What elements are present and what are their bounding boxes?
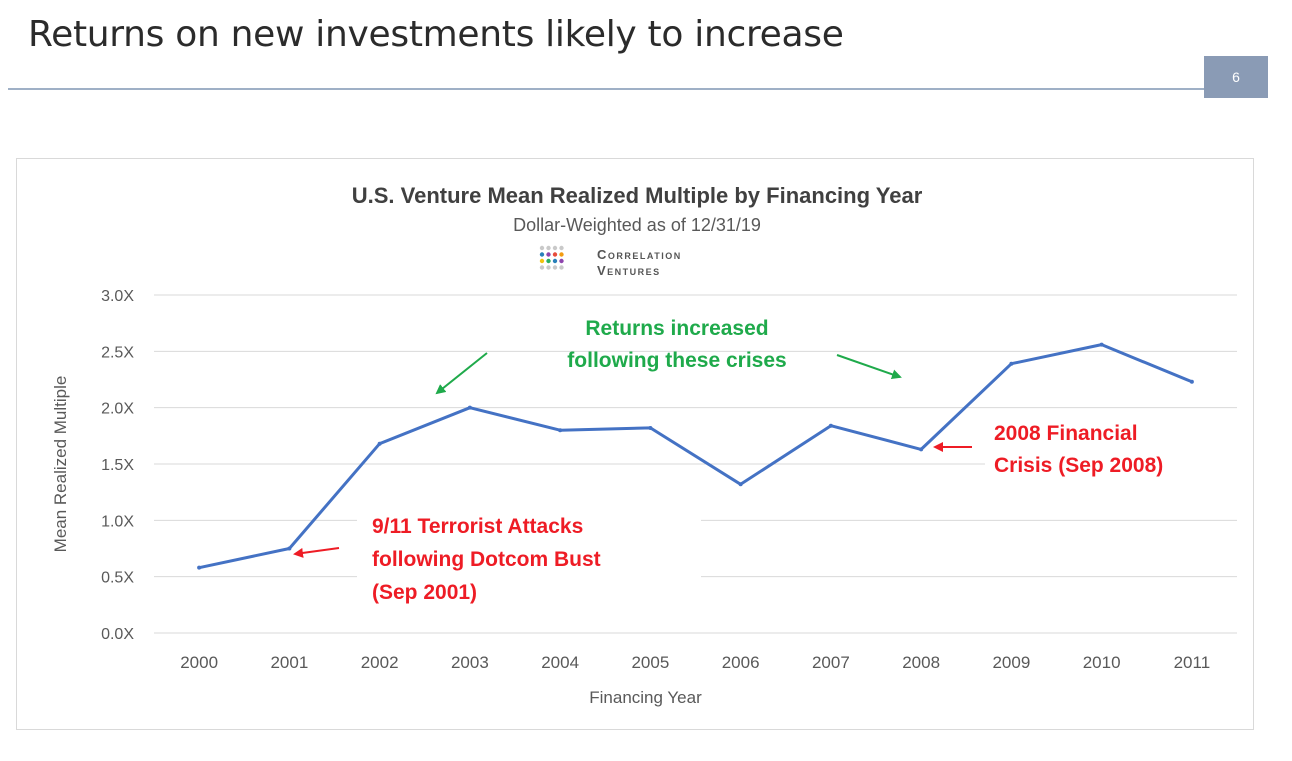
line-chart: 0.0X 0.5X 1.0X 1.5X 2.0X 2.5X 3.0X 2000 2001 2002… bbox=[51, 183, 1237, 707]
logo-dot bbox=[559, 245, 564, 251]
y-tick-label: 3.0X bbox=[101, 288, 134, 305]
data-point bbox=[828, 423, 833, 428]
data-point bbox=[648, 425, 653, 430]
data-point bbox=[197, 565, 202, 570]
x-tick-label: 2004 bbox=[541, 653, 579, 672]
x-tick-label: 2006 bbox=[722, 653, 760, 672]
annotation-green-line2: following these crises bbox=[567, 349, 786, 372]
annotation-2001-line2: following Dotcom Bust bbox=[372, 548, 601, 571]
x-tick-label: 2007 bbox=[812, 653, 850, 672]
logo-dot bbox=[559, 252, 564, 257]
logo-dot bbox=[552, 252, 558, 257]
chart-title: U.S. Venture Mean Realized Multiple by F… bbox=[352, 183, 923, 208]
data-point bbox=[467, 405, 472, 410]
logo-dot bbox=[546, 252, 551, 257]
page-number: 6 bbox=[1204, 56, 1268, 98]
annotation-green-line1: Returns increased bbox=[585, 317, 768, 340]
data-point bbox=[919, 447, 924, 452]
chart-frame: 0.0X 0.5X 1.0X 1.5X 2.0X 2.5X 3.0X 2000 2001 2002… bbox=[16, 158, 1254, 730]
data-point bbox=[558, 428, 563, 433]
x-tick-label: 2003 bbox=[451, 653, 489, 672]
logo-dot bbox=[552, 245, 558, 251]
logo-dot bbox=[552, 258, 558, 264]
data-point bbox=[287, 546, 292, 551]
y-tick-label: 1.0X bbox=[101, 513, 134, 530]
logo-dot bbox=[559, 258, 564, 264]
logo-dot bbox=[539, 245, 545, 251]
logo-dot bbox=[546, 265, 551, 270]
data-point bbox=[1099, 342, 1104, 347]
annotation-2008-line1: 2008 Financial bbox=[994, 422, 1138, 445]
annotation-green-arrow-right bbox=[836, 354, 902, 380]
annotation-2008-line2: Crisis (Sep 2008) bbox=[994, 454, 1163, 477]
data-point bbox=[1189, 379, 1194, 384]
x-tick-label: 2002 bbox=[361, 653, 399, 672]
y-tick-label: 2.0X bbox=[101, 401, 134, 418]
annotation-2001-backdrop bbox=[357, 509, 701, 615]
data-point bbox=[738, 482, 743, 487]
data-point bbox=[377, 441, 382, 446]
slide-title: Returns on new investments likely to inc… bbox=[28, 14, 844, 55]
logo-dot bbox=[559, 265, 564, 270]
annotation-2001-arrow bbox=[293, 547, 340, 558]
x-tick-label: 2000 bbox=[180, 653, 218, 672]
data-point bbox=[1009, 361, 1014, 366]
logo-dot bbox=[546, 258, 551, 264]
x-tick-label: 2009 bbox=[992, 653, 1030, 672]
x-tick-label: 2001 bbox=[270, 653, 308, 672]
x-tick-label: 2011 bbox=[1174, 653, 1211, 672]
y-tick-label: 0.0X bbox=[101, 626, 134, 643]
logo-dot bbox=[539, 252, 545, 257]
logo-line1: Correlation bbox=[597, 247, 682, 262]
x-tick-label: 2005 bbox=[631, 653, 669, 672]
title-divider bbox=[8, 88, 1204, 90]
y-tick-label: 2.5X bbox=[101, 344, 134, 361]
annotation-2008-backdrop bbox=[985, 412, 1237, 482]
logo-dot bbox=[546, 245, 551, 251]
annotation-2001-line1: 9/11 Terrorist Attacks bbox=[372, 515, 583, 538]
logo-line2: Ventures bbox=[597, 263, 661, 278]
y-tick-label: 1.5X bbox=[101, 457, 134, 474]
annotation-green-arrow-left bbox=[435, 352, 488, 395]
x-tick-label: 2008 bbox=[902, 653, 940, 672]
logo-dot bbox=[539, 258, 545, 264]
x-tick-label: 2010 bbox=[1083, 653, 1121, 672]
y-tick-label: 0.5X bbox=[101, 570, 134, 587]
logo-dot bbox=[552, 265, 558, 270]
x-axis-label: Financing Year bbox=[589, 688, 702, 707]
logo-dot bbox=[539, 265, 545, 270]
series-line bbox=[198, 343, 1193, 570]
y-axis-label: Mean Realized Multiple bbox=[51, 376, 70, 553]
chart-subtitle: Dollar-Weighted as of 12/31/19 bbox=[513, 215, 761, 235]
annotation-2001-line3: (Sep 2001) bbox=[372, 581, 477, 604]
